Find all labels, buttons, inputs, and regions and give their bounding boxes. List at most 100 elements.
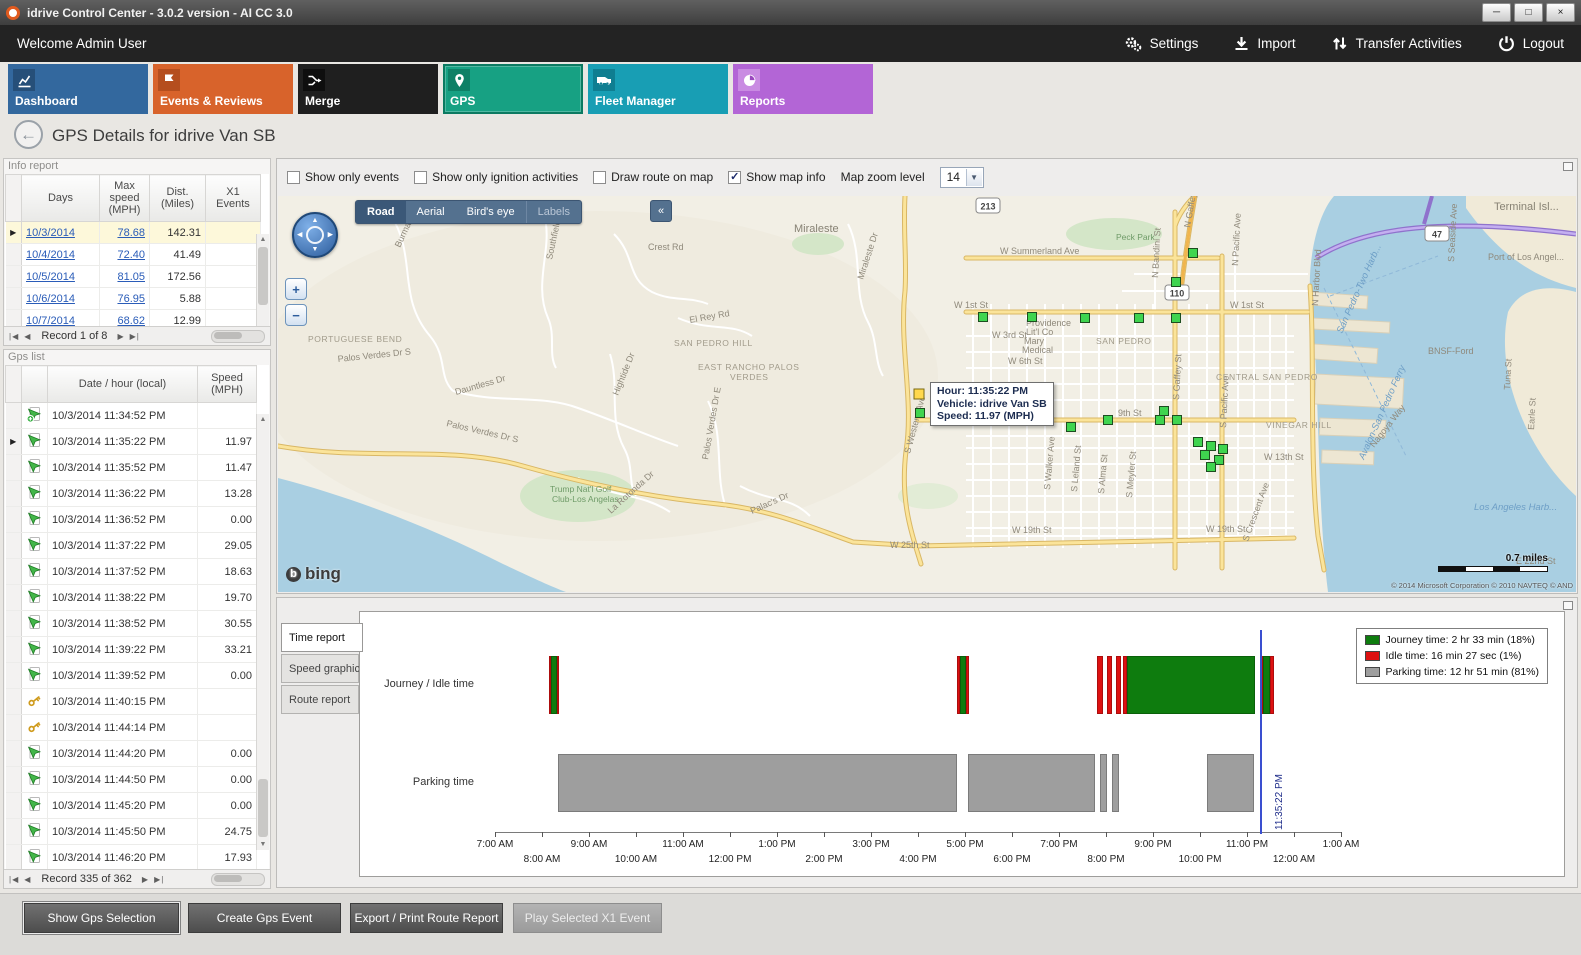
nav-tile-merge[interactable]: Merge <box>298 64 438 114</box>
gps-marker[interactable] <box>1193 437 1203 447</box>
footer-button-export-print-route-report[interactable]: Export / Print Route Report <box>350 903 503 933</box>
info-row[interactable]: 10/5/2014 81.05 172.56 <box>5 265 261 288</box>
gps-row[interactable]: 10/3/2014 11:37:52 PM 18.63 <box>5 558 257 585</box>
info-row[interactable]: 10/7/2014 68.62 12.99 <box>5 309 261 326</box>
maximize-icon[interactable]: □ <box>1514 3 1543 22</box>
action-logout[interactable]: Logout <box>1498 35 1564 52</box>
gps-marker[interactable] <box>1188 248 1198 258</box>
gps-marker[interactable] <box>915 408 925 418</box>
map-style-road[interactable]: Road <box>356 201 406 223</box>
chart-tab-speed-graphic[interactable]: Speed graphic <box>281 654 360 683</box>
gps-row[interactable]: ▶ 10/3/2014 11:35:22 PM 11.97 <box>5 428 257 455</box>
pager-first[interactable]: |◀ <box>9 331 20 341</box>
scroll-up-icon[interactable]: ▲ <box>259 416 267 423</box>
pan-right-icon[interactable]: ▶ <box>327 231 333 239</box>
expand-panel-icon[interactable] <box>1563 601 1573 610</box>
map-style-bird-s-eye[interactable]: Bird's eye <box>466 206 515 218</box>
info-row[interactable]: 10/6/2014 76.95 5.88 <box>5 287 261 310</box>
gps-row[interactable]: 10/3/2014 11:44:14 PM <box>5 714 257 741</box>
action-transfer-activities[interactable]: Transfer Activities <box>1332 36 1462 51</box>
gps-marker[interactable] <box>1206 441 1216 451</box>
pager-scrollbar[interactable] <box>211 329 265 343</box>
gps-marker[interactable] <box>1134 313 1144 323</box>
chart-tab-time-report[interactable]: Time report <box>281 623 363 652</box>
gps-marker[interactable] <box>1172 415 1182 425</box>
nav-tile-gps[interactable]: GPS <box>443 64 583 114</box>
gps-row[interactable]: 10/3/2014 11:40:15 PM <box>5 688 257 715</box>
nav-tile-dashboard[interactable]: Dashboard <box>8 64 148 114</box>
footer-button-show-gps-selection[interactable]: Show Gps Selection <box>24 903 179 933</box>
minimize-icon[interactable]: ─ <box>1482 3 1511 22</box>
scrollbar-thumb[interactable] <box>258 247 268 305</box>
pager-last[interactable]: ▶| <box>154 874 165 884</box>
pager-last[interactable]: ▶| <box>129 331 140 341</box>
gps-marker[interactable] <box>1159 406 1169 416</box>
info-row[interactable]: ▶ 10/3/2014 78.68 142.31 <box>5 221 261 244</box>
gps-row[interactable]: 10/3/2014 11:44:50 PM 0.00 <box>5 766 257 793</box>
gps-row[interactable]: 10/3/2014 11:38:22 PM 19.70 <box>5 584 257 611</box>
action-import[interactable]: Import <box>1234 36 1296 51</box>
gps-marker[interactable] <box>978 312 988 322</box>
nav-tile-reports[interactable]: Reports <box>733 64 873 114</box>
map-zoom-dropdown[interactable]: 14 ▼ <box>939 166 984 188</box>
gps-marker[interactable] <box>1206 462 1216 472</box>
expand-panel-icon[interactable] <box>1563 162 1573 171</box>
pager-next[interactable]: ▶ <box>117 331 125 341</box>
gps-row[interactable]: 10/3/2014 11:37:22 PM 29.05 <box>5 532 257 559</box>
col-max-speed[interactable]: Max speed (MPH) <box>99 174 150 222</box>
scrollbar-thumb[interactable] <box>258 779 268 837</box>
scroll-down-icon[interactable]: ▼ <box>259 841 267 848</box>
gps-row[interactable]: 10/3/2014 11:39:22 PM 33.21 <box>5 636 257 663</box>
map-compass[interactable]: ▲ ▼ ◀ ▶ <box>292 212 338 258</box>
gps-scrollbar[interactable]: ▲ ▼ <box>256 414 269 850</box>
map-style-aerial[interactable]: Aerial <box>416 206 445 218</box>
map-style-labels[interactable]: Labels <box>525 201 581 223</box>
gps-row[interactable]: 10/3/2014 11:45:50 PM 24.75 <box>5 818 257 845</box>
back-button[interactable]: ← <box>14 120 43 149</box>
time-cursor[interactable] <box>1260 630 1263 834</box>
checkbox-show-only-ignition-activities[interactable]: Show only ignition activities <box>414 170 578 184</box>
pager-prev[interactable]: ◀ <box>24 874 32 884</box>
info-scrollbar[interactable]: ▲ ▼ <box>256 234 269 326</box>
scroll-up-icon[interactable]: ▲ <box>259 236 267 243</box>
checkbox-draw-route-on-map[interactable]: Draw route on map <box>593 170 713 184</box>
gps-marker[interactable] <box>1103 415 1113 425</box>
gps-marker[interactable] <box>1200 450 1210 460</box>
footer-button-create-gps-event[interactable]: Create Gps Event <box>188 903 341 933</box>
pan-left-icon[interactable]: ◀ <box>297 231 303 239</box>
gps-row[interactable]: 10/3/2014 11:34:52 PM <box>5 402 257 429</box>
pager-scrollbar[interactable] <box>211 872 265 886</box>
gps-row[interactable]: 10/3/2014 11:35:52 PM 11.47 <box>5 454 257 481</box>
close-icon[interactable]: × <box>1546 3 1575 22</box>
gps-row[interactable]: 10/3/2014 11:45:20 PM 0.00 <box>5 792 257 819</box>
zoom-out-button[interactable]: − <box>285 304 307 326</box>
selected-gps-marker[interactable] <box>913 388 925 400</box>
col-date-hour[interactable]: Date / hour (local) <box>47 365 198 403</box>
gps-marker[interactable] <box>1218 444 1228 454</box>
gps-row[interactable]: 10/3/2014 11:44:20 PM 0.00 <box>5 740 257 767</box>
pager-first[interactable]: |◀ <box>9 874 20 884</box>
col-speed[interactable]: Speed (MPH) <box>197 365 257 403</box>
pan-up-icon[interactable]: ▲ <box>311 217 319 224</box>
nav-tile-events-reviews[interactable]: Events & Reviews <box>153 64 293 114</box>
gps-marker[interactable] <box>1066 422 1076 432</box>
checkbox-show-map-info[interactable]: ✓ Show map info <box>728 170 826 184</box>
info-row[interactable]: 10/4/2014 72.40 41.49 <box>5 243 261 266</box>
col-x1-events[interactable]: X1 Events <box>205 174 261 222</box>
nav-tile-fleet-manager[interactable]: Fleet Manager <box>588 64 728 114</box>
gps-marker[interactable] <box>1214 455 1224 465</box>
zoom-in-button[interactable]: + <box>285 278 307 300</box>
pager-prev[interactable]: ◀ <box>24 331 32 341</box>
gps-row[interactable]: 10/3/2014 11:36:52 PM 0.00 <box>5 506 257 533</box>
gps-marker[interactable] <box>1027 312 1037 322</box>
collapse-map-bar-button[interactable]: « <box>650 200 672 222</box>
col-dist[interactable]: Dist. (Miles) <box>149 174 206 222</box>
pan-down-icon[interactable]: ▼ <box>311 246 319 253</box>
gps-marker[interactable] <box>1155 415 1165 425</box>
gps-row[interactable]: 10/3/2014 11:39:52 PM 0.00 <box>5 662 257 689</box>
action-settings[interactable]: Settings <box>1124 36 1198 52</box>
gps-marker[interactable] <box>1080 313 1090 323</box>
col-days[interactable]: Days <box>21 174 100 222</box>
map[interactable]: Miraleste Peck Park W Summerland Ave Crest … <box>278 196 1576 592</box>
gps-marker[interactable] <box>1171 313 1181 323</box>
